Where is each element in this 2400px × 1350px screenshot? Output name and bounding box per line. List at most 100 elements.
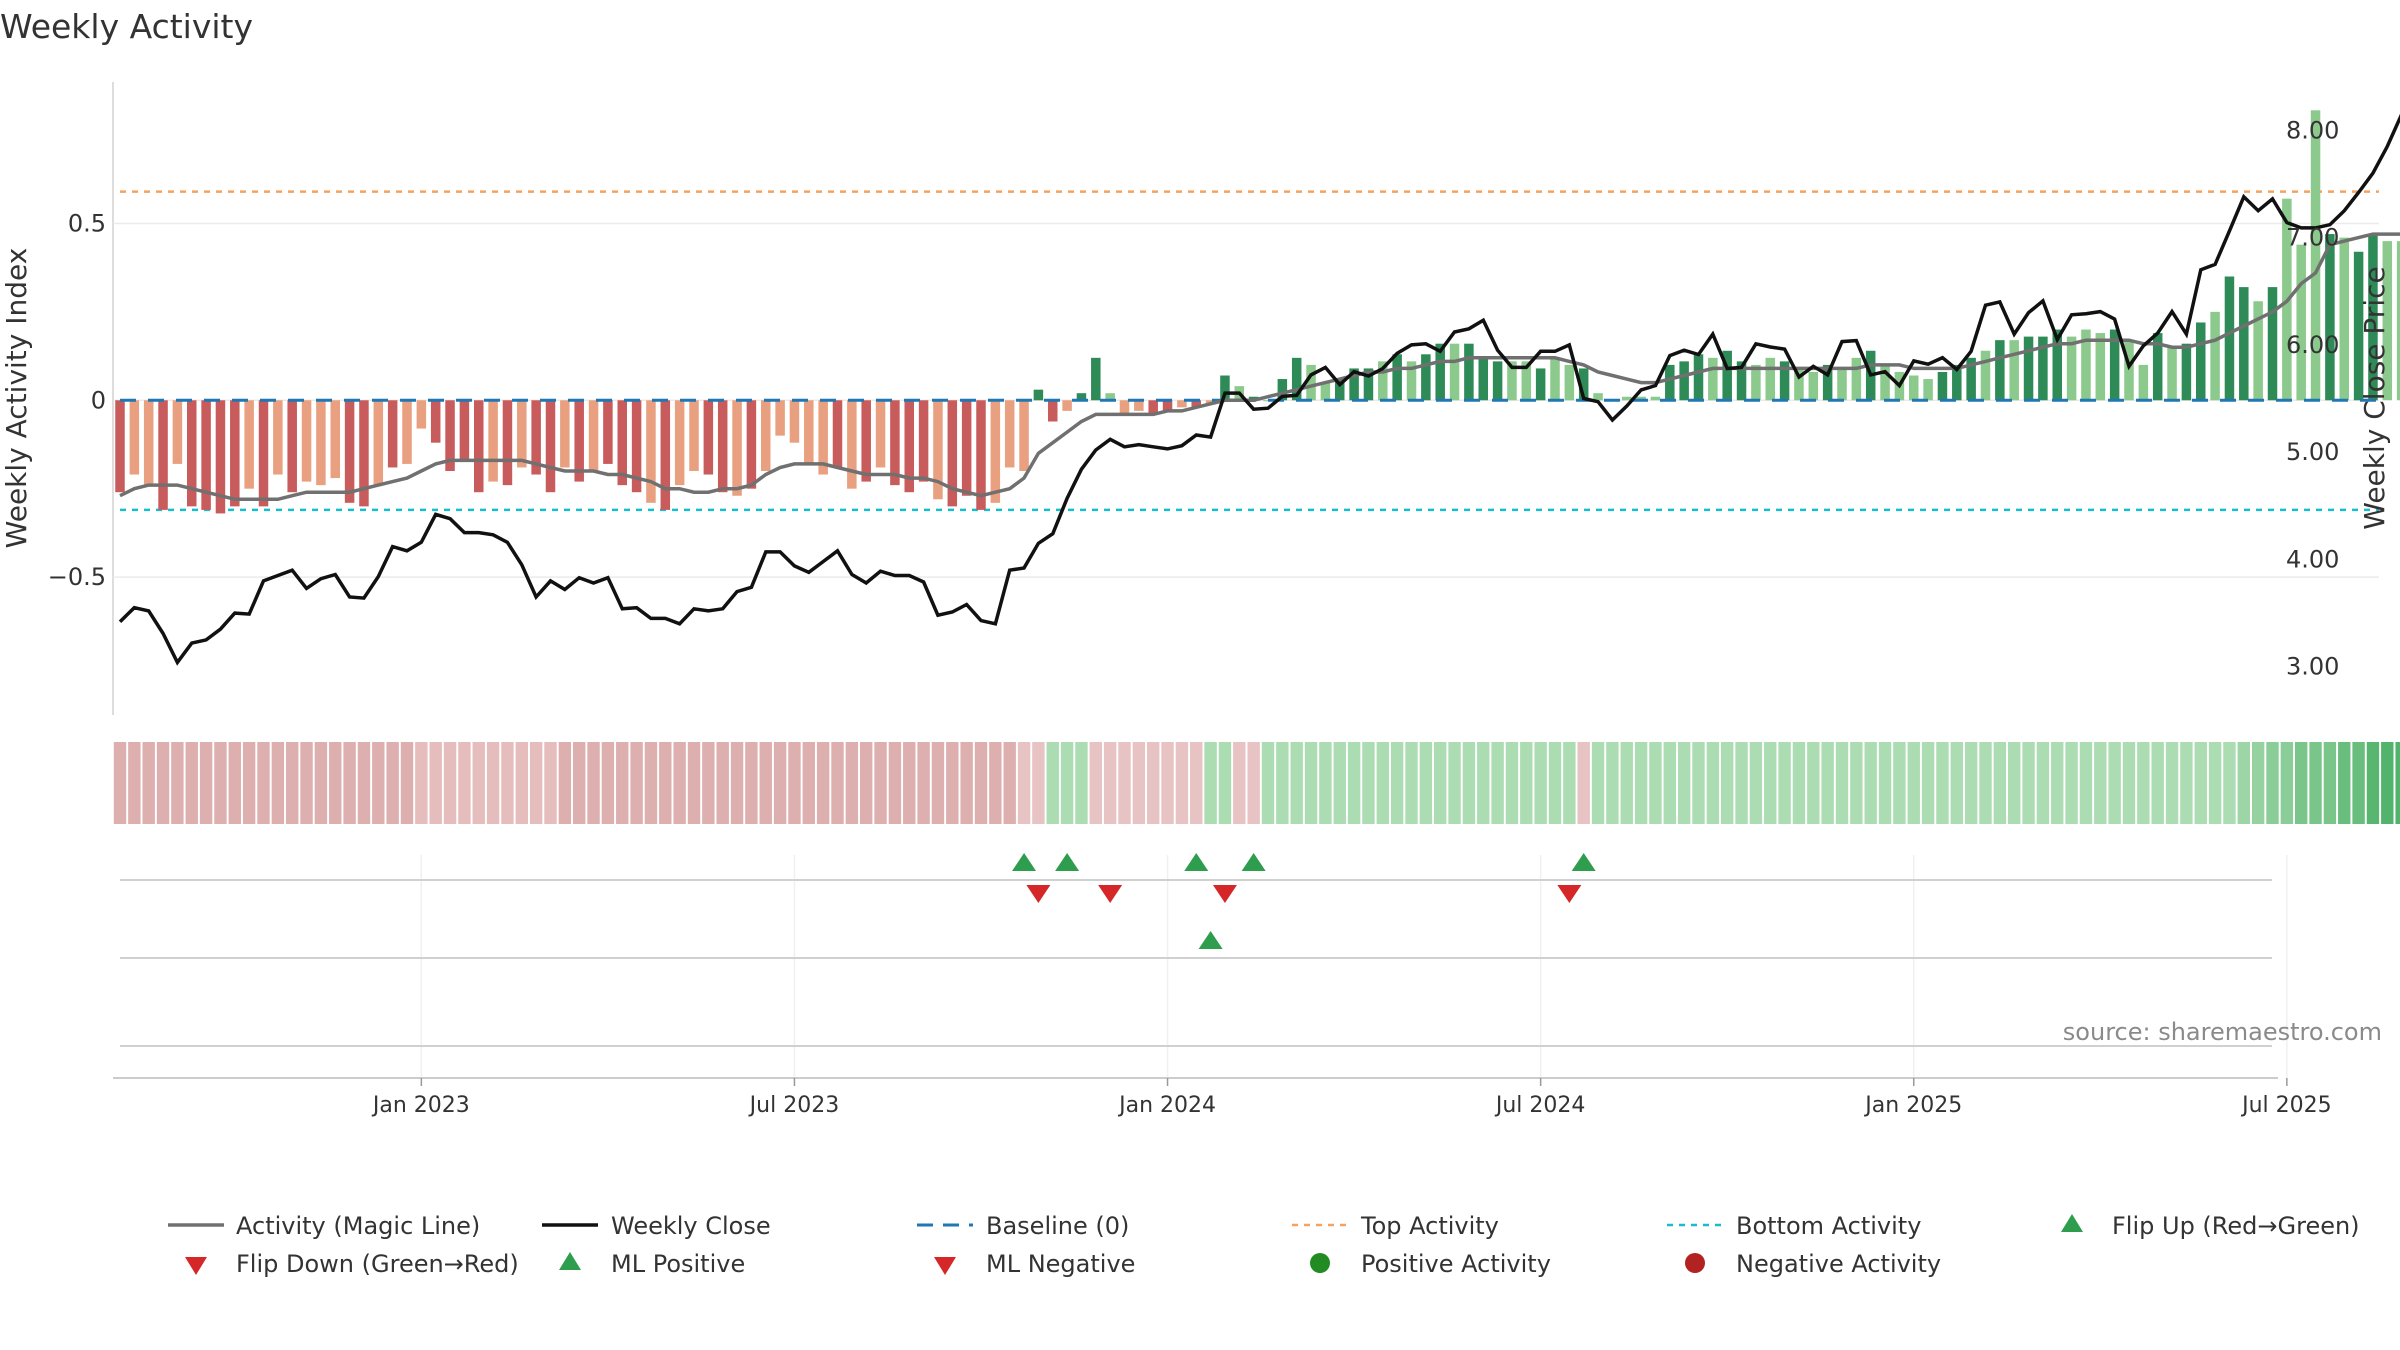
legend-baseline: Baseline (0) <box>917 1212 1129 1240</box>
activity-bar <box>976 400 986 510</box>
heat-cell <box>1290 742 1303 824</box>
activity-bar <box>603 400 613 464</box>
heat-cell <box>917 742 930 824</box>
activity-bar <box>2081 329 2091 401</box>
heat-cell <box>1950 742 1963 824</box>
heat-cell <box>1591 742 1605 824</box>
activity-bar <box>2066 336 2077 401</box>
activity-bar <box>1564 364 1575 401</box>
legend-ml-negative: ML Negative <box>934 1250 1135 1278</box>
heat-cell <box>2251 742 2265 824</box>
heat-cell <box>1204 742 1217 824</box>
activity-bar <box>1148 400 1158 415</box>
heat-cell <box>1677 742 1691 824</box>
activity-bar <box>918 400 929 482</box>
left-tick-label: −0.5 <box>48 563 106 591</box>
activity-bar <box>129 400 140 475</box>
heat-cell <box>1477 742 1490 824</box>
activity-bar <box>2224 276 2235 401</box>
heat-cell <box>1634 742 1648 824</box>
heat-cell <box>2137 742 2150 824</box>
heat-cell <box>257 742 270 824</box>
activity-bar <box>359 400 369 507</box>
heat-cell <box>1606 742 1619 824</box>
heat-cell <box>2022 742 2035 824</box>
heat-cell <box>989 742 1002 824</box>
heat-cell <box>1060 742 1074 824</box>
activity-bar <box>2052 329 2062 401</box>
activity-bar <box>1521 361 1532 401</box>
legend-ml-positive: ML Positive <box>559 1250 745 1278</box>
activity-bar <box>703 400 714 475</box>
svg-text:Flip Up (Red→Green): Flip Up (Red→Green) <box>2112 1212 2360 1240</box>
heat-cell <box>2280 742 2294 824</box>
activity-bar <box>832 400 843 468</box>
activity-bar <box>717 400 728 493</box>
activity-bar <box>488 400 498 482</box>
activity-bar <box>1980 350 1991 401</box>
heat-cell <box>515 742 528 824</box>
activity-bar <box>2325 234 2335 401</box>
heat-cell <box>659 742 672 824</box>
heat-cell <box>573 742 586 824</box>
heat-cell <box>415 742 428 824</box>
activity-bar <box>961 400 972 496</box>
heat-cell <box>2338 742 2351 824</box>
heat-cell <box>730 742 744 824</box>
activity-bar <box>1349 368 1359 401</box>
activity-bar <box>1679 361 1689 401</box>
activity-bar <box>1449 343 1460 401</box>
activity-bar <box>1636 396 1646 401</box>
activity-bar <box>933 400 943 500</box>
heat-cell <box>2036 742 2050 824</box>
activity-bar <box>258 400 269 507</box>
heat-cell <box>2381 742 2394 824</box>
heat-cell <box>357 742 371 824</box>
heat-cell <box>2008 742 2021 824</box>
heat-cell <box>1103 742 1117 824</box>
heat-cell <box>687 742 701 824</box>
legend-bottom-activity: Bottom Activity <box>1667 1212 1921 1240</box>
activity-bar <box>1277 379 1288 401</box>
heat-cell <box>486 742 500 824</box>
activity-bar <box>430 400 441 443</box>
activity-bar <box>1966 357 1976 401</box>
heat-cell <box>1333 742 1346 824</box>
activity-bar <box>1952 364 1962 401</box>
heat-cell <box>1706 742 1720 824</box>
heat-cell <box>343 742 356 824</box>
heat-cell <box>1175 742 1189 824</box>
heat-cell <box>745 742 758 824</box>
heat-cell <box>2194 742 2207 824</box>
activity-bar <box>1808 371 1819 401</box>
activity-bar <box>1693 354 1704 401</box>
heat-cell <box>1233 742 1246 824</box>
heat-cell <box>1850 742 1863 824</box>
heat-cell <box>1921 742 1935 824</box>
heat-cell <box>773 742 787 824</box>
heat-cell <box>2352 742 2365 824</box>
activity-bar <box>761 400 771 471</box>
heat-cell <box>429 742 442 824</box>
heat-cell <box>185 742 198 824</box>
activity-bar <box>1177 400 1187 408</box>
heat-cell <box>1749 742 1763 824</box>
heat-cell <box>271 742 285 824</box>
activity-bar <box>459 400 470 461</box>
activity-bar <box>1435 343 1445 401</box>
heat-cell <box>1878 742 1892 824</box>
main-panel: 0.5 0 −0.5 8.00 7.00 6.00 5.00 4.00 3.00 <box>48 82 2400 715</box>
heat-cell <box>1721 742 1734 824</box>
heat-cell <box>1261 742 1275 824</box>
flip-down-marker <box>1098 885 1123 903</box>
activity-bar <box>373 400 384 486</box>
right-axis-ticks: 8.00 7.00 6.00 5.00 4.00 3.00 <box>2286 116 2339 680</box>
heat-cell <box>1821 742 1834 824</box>
heat-cell <box>946 742 959 824</box>
heat-cell <box>1979 742 1992 824</box>
activity-bar <box>1291 357 1302 401</box>
activity-bar <box>1004 400 1015 468</box>
legend-weekly-close: Weekly Close <box>542 1212 771 1240</box>
y-axis-left-title: Weekly Activity Index <box>0 248 33 549</box>
heat-cell <box>702 742 715 824</box>
